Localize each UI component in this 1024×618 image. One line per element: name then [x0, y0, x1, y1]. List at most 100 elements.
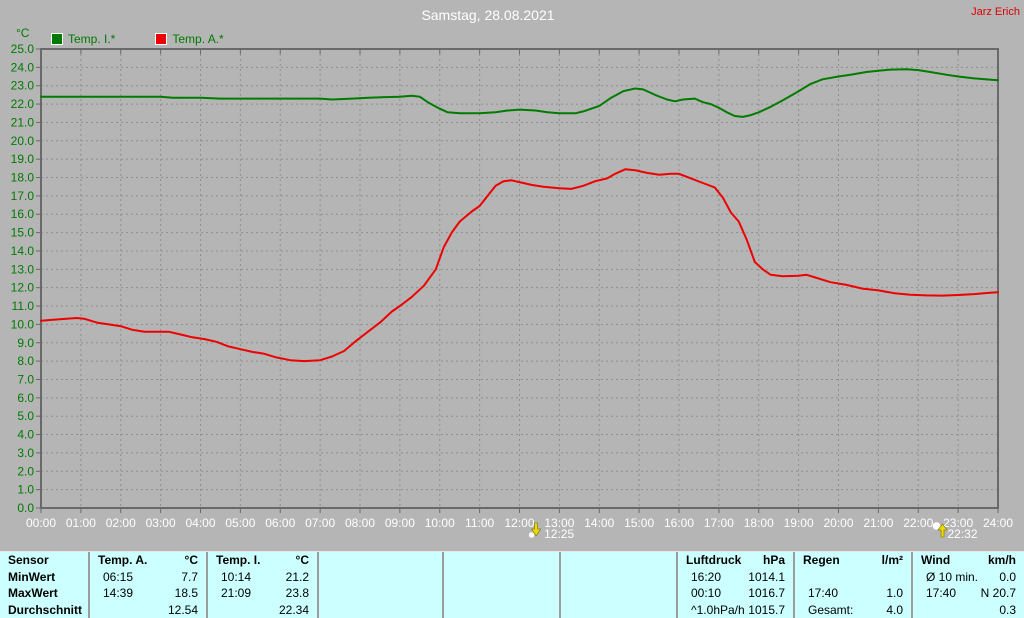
temp-i-line — [40, 68, 999, 118]
user-name: Jarz Erich — [971, 6, 1020, 18]
temp-i-swatch-icon — [51, 33, 63, 45]
column-name: Regen — [803, 553, 840, 568]
cell-time: 21:09 — [221, 586, 252, 601]
column-name: Temp. I. — [216, 553, 261, 568]
moonset-moon-icon — [528, 531, 535, 539]
table-column-empty-3 — [442, 552, 559, 618]
table-column-regen: Regen l/m² 17:40 1.0 Gesamt: 4.0 — [793, 552, 911, 618]
column-unit: °C — [184, 553, 198, 568]
y-tick-label: 12.0 — [11, 281, 35, 295]
x-tick-label: 23:00 — [943, 516, 973, 530]
table-row — [561, 602, 676, 618]
y-tick-label: 19.0 — [11, 152, 35, 166]
y-tick-label: 23.0 — [11, 79, 35, 93]
cell-value: 1.0 — [886, 586, 903, 601]
cell-time: 16:20 — [691, 569, 722, 584]
x-tick-label: 24:00 — [983, 516, 1013, 530]
legend-label-temp-i: Temp. I.* — [68, 32, 116, 46]
cell-value: 21.2 — [285, 569, 309, 584]
y-tick-label: 0.0 — [17, 501, 34, 515]
x-tick-label: 13:00 — [544, 516, 574, 530]
table-column-luftdruck: Luftdruck hPa 16:20 1014.1 00:10 1016.7 ^1.0hP… — [676, 552, 793, 618]
cell-value: 7.7 — [181, 569, 198, 584]
column-unit: km/h — [987, 553, 1016, 568]
y-tick-label: 9.0 — [17, 336, 34, 350]
y-tick-label: 10.0 — [11, 317, 35, 331]
table-row-labels-column: Sensor MinWert MaxWert Durchschnitt — [0, 552, 88, 618]
x-tick-label: 12:00 — [504, 516, 534, 530]
temp-a-swatch-icon — [155, 33, 168, 45]
legend-item-temp-a: Temp. A.* — [155, 32, 224, 46]
y-tick-label: 5.0 — [17, 409, 34, 423]
table-row: ^1.0hPa/h 1015.7 — [678, 602, 793, 618]
cell-value: N 20.7 — [980, 586, 1016, 601]
x-tick-label: 22:00 — [903, 516, 933, 530]
y-tick-label: 25.0 — [11, 42, 35, 56]
table-row: 00:10 1016.7 — [678, 585, 793, 602]
y-tick-label: 14.0 — [11, 244, 35, 258]
x-tick-label: 18:00 — [744, 516, 774, 530]
table-row: 22.34 — [208, 602, 317, 618]
cell-time: 17:40 — [808, 586, 839, 601]
column-name: Luftdruck — [686, 553, 742, 568]
y-tick-label: 16.0 — [11, 207, 35, 221]
y-axis-unit-label: °C — [16, 26, 30, 40]
table-header-row — [561, 552, 676, 569]
cell-time: ^1.0hPa/h — [691, 602, 745, 617]
x-tick-label: 10:00 — [425, 516, 455, 530]
table-row — [319, 569, 442, 586]
chart-legend: Temp. I.* Temp. A.* — [51, 32, 224, 46]
y-tick-label: 18.0 — [11, 171, 35, 185]
y-tick-label: 17.0 — [11, 189, 35, 203]
y-tick-label: 4.0 — [17, 428, 34, 442]
table-row-label: Durchschnitt — [8, 602, 83, 617]
table-row: 0.3 — [913, 602, 1024, 618]
y-tick-label: 15.0 — [11, 226, 35, 240]
x-tick-label: 08:00 — [345, 516, 375, 530]
cell-time: 17:40 — [926, 586, 957, 601]
y-tick-label: 1.0 — [17, 483, 34, 497]
column-unit: l/m² — [881, 553, 903, 568]
moonset-time-label: 12:25 — [544, 527, 574, 541]
y-tick-label: 20.0 — [11, 134, 35, 148]
table-row: 17:40 N 20.7 — [913, 585, 1024, 602]
x-tick-label: 20:00 — [823, 516, 853, 530]
cell-time: 06:15 — [103, 569, 134, 584]
cell-value: 23.8 — [285, 586, 309, 601]
table-row: 17:40 1.0 — [795, 585, 911, 602]
cell-value: 4.0 — [886, 602, 903, 617]
table-row — [561, 585, 676, 602]
x-tick-label: 00:00 — [26, 516, 56, 530]
table-header-row — [319, 552, 442, 569]
table-header-row: Wind km/h — [913, 552, 1024, 569]
x-tick-label: 21:00 — [863, 516, 893, 530]
table-row: Ø 10 min. 0.0 — [913, 569, 1024, 586]
y-tick-label: 2.0 — [17, 464, 34, 478]
x-tick-label: 04:00 — [185, 516, 215, 530]
page-title: Samstag, 28.08.2021 — [421, 7, 555, 23]
x-tick-label: 15:00 — [624, 516, 654, 530]
table-header-row: Temp. A. °C — [90, 552, 206, 569]
table-header-row — [444, 552, 559, 569]
cell-value: 1016.7 — [748, 586, 785, 601]
y-tick-label: 7.0 — [17, 372, 34, 386]
x-tick-label: 19:00 — [784, 516, 814, 530]
table-row: 06:15 7.7 — [90, 569, 206, 586]
table-row-label: MaxWert — [8, 586, 58, 601]
x-tick-label: 06:00 — [265, 516, 295, 530]
x-tick-label: 17:00 — [704, 516, 734, 530]
x-tick-label: 01:00 — [66, 516, 96, 530]
y-tick-label: 24.0 — [11, 60, 35, 74]
table-header-row: Temp. I. °C — [208, 552, 317, 569]
moonrise-moon-icon — [932, 521, 941, 531]
table-column-empty-4 — [559, 552, 676, 618]
legend-item-temp-i: Temp. I.* — [51, 32, 115, 46]
cell-time: 14:39 — [103, 586, 134, 601]
cell-time: 00:10 — [691, 586, 722, 601]
cell-value: 1015.7 — [748, 602, 785, 617]
cell-value: 0.0 — [999, 569, 1016, 584]
x-tick-label: 07:00 — [305, 516, 335, 530]
table-row: Gesamt: 4.0 — [795, 602, 911, 618]
column-name: Temp. A. — [98, 553, 148, 568]
